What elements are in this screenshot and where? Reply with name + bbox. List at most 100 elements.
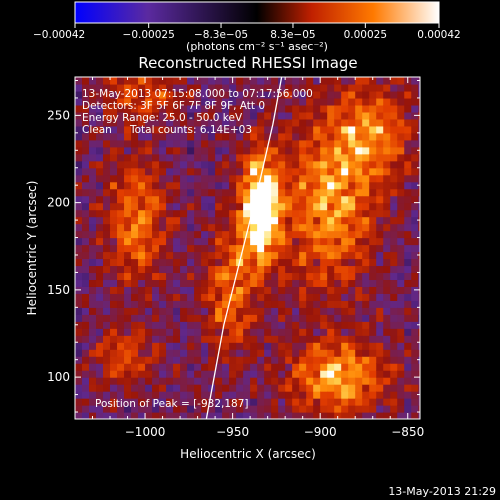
heatmap-cell [271,195,279,204]
heatmap-cell [187,125,195,134]
heatmap-cell [355,286,363,294]
heatmap-cell [334,202,342,211]
heatmap-cell [355,265,363,274]
heatmap-cell [194,307,202,315]
heatmap-cell [404,314,412,322]
heatmap-cell [369,104,377,113]
heatmap-cell [180,314,188,322]
heatmap-cell [180,125,188,134]
heatmap-cell [194,237,202,246]
heatmap-cell [376,125,384,134]
heatmap-cell [117,384,125,392]
heatmap-cell [285,77,293,85]
heatmap-cell [334,160,342,169]
heatmap-cell [229,90,237,99]
heatmap-cell [201,412,209,419]
heatmap-cell [243,146,251,155]
heatmap-cell [89,153,97,162]
heatmap-cell [348,342,356,350]
heatmap-cell [173,83,181,92]
heatmap-cell [320,223,328,232]
heatmap-cell [285,230,293,239]
heatmap-cell [75,104,83,113]
heatmap-cell [166,118,174,127]
heatmap-cell [110,181,118,190]
heatmap-cell [418,384,420,392]
heatmap-cell [362,111,370,120]
heatmap-cell [82,132,90,141]
heatmap-cell [390,258,398,267]
heatmap-cell [341,286,349,294]
heatmap-cell [327,356,335,364]
heatmap-cell [222,223,230,232]
heatmap-cell [250,104,258,113]
heatmap-cell [271,328,279,336]
heatmap-cell [89,272,97,281]
heatmap-cell [327,195,335,204]
heatmap-cell [327,265,335,274]
heatmap-cell [390,279,398,287]
heatmap-cell [152,230,160,239]
heatmap-cell [75,356,83,364]
heatmap-cell [236,237,244,246]
heatmap-cell [124,300,132,308]
heatmap-cell [138,104,146,113]
heatmap-cell [131,398,139,406]
heatmap-cell [355,300,363,308]
heatmap-cell [208,139,216,148]
heatmap-cell [138,195,146,204]
heatmap-cell [376,342,384,350]
heatmap-cell [306,139,314,148]
heatmap-cell [103,321,111,329]
heatmap-cell [222,174,230,183]
heatmap-cell [292,377,300,385]
heatmap-cell [306,83,314,92]
heatmap-cell [341,111,349,120]
heatmap-cell [376,272,384,281]
heatmap-cell [278,97,286,106]
heatmap-cell [257,342,265,350]
heatmap-cell [257,349,265,357]
heatmap-cell [264,167,272,176]
heatmap-cell [166,279,174,287]
heatmap-cell [152,370,160,378]
heatmap-cell [257,230,265,239]
heatmap-cell [285,398,293,406]
heatmap-cell [208,412,216,419]
heatmap-cell [348,251,356,260]
heatmap-cell [103,251,111,260]
heatmap-cell [215,412,223,419]
heatmap-cell [222,111,230,120]
heatmap-cell [278,328,286,336]
heatmap-cell [355,398,363,406]
heatmap-cell [306,349,314,357]
heatmap-cell [117,412,125,419]
heatmap-cell [187,251,195,260]
heatmap-cell [110,160,118,169]
heatmap-cell [376,237,384,246]
heatmap-cell [187,370,195,378]
heatmap-cell [75,272,83,281]
heatmap-cell [159,195,167,204]
heatmap-cell [285,104,293,113]
heatmap-cell [215,321,223,329]
heatmap-cell [313,321,321,329]
heatmap-cell [208,188,216,197]
heatmap-cell [369,118,377,127]
heatmap-cell [166,356,174,364]
heatmap-cell [397,195,405,204]
heatmap-cell [145,139,153,148]
heatmap-cell [306,370,314,378]
heatmap-cell [390,398,398,406]
heatmap-cell [194,272,202,281]
heatmap-cell [117,83,125,92]
heatmap-cell [96,167,104,176]
heatmap-cell [208,146,216,155]
heatmap-cell [138,391,146,399]
heatmap-cell [187,160,195,169]
heatmap-cell [152,160,160,169]
heatmap-cell [278,251,286,260]
heatmap-cell [250,167,258,176]
heatmap-cell [96,293,104,301]
heatmap-cell [145,405,153,413]
